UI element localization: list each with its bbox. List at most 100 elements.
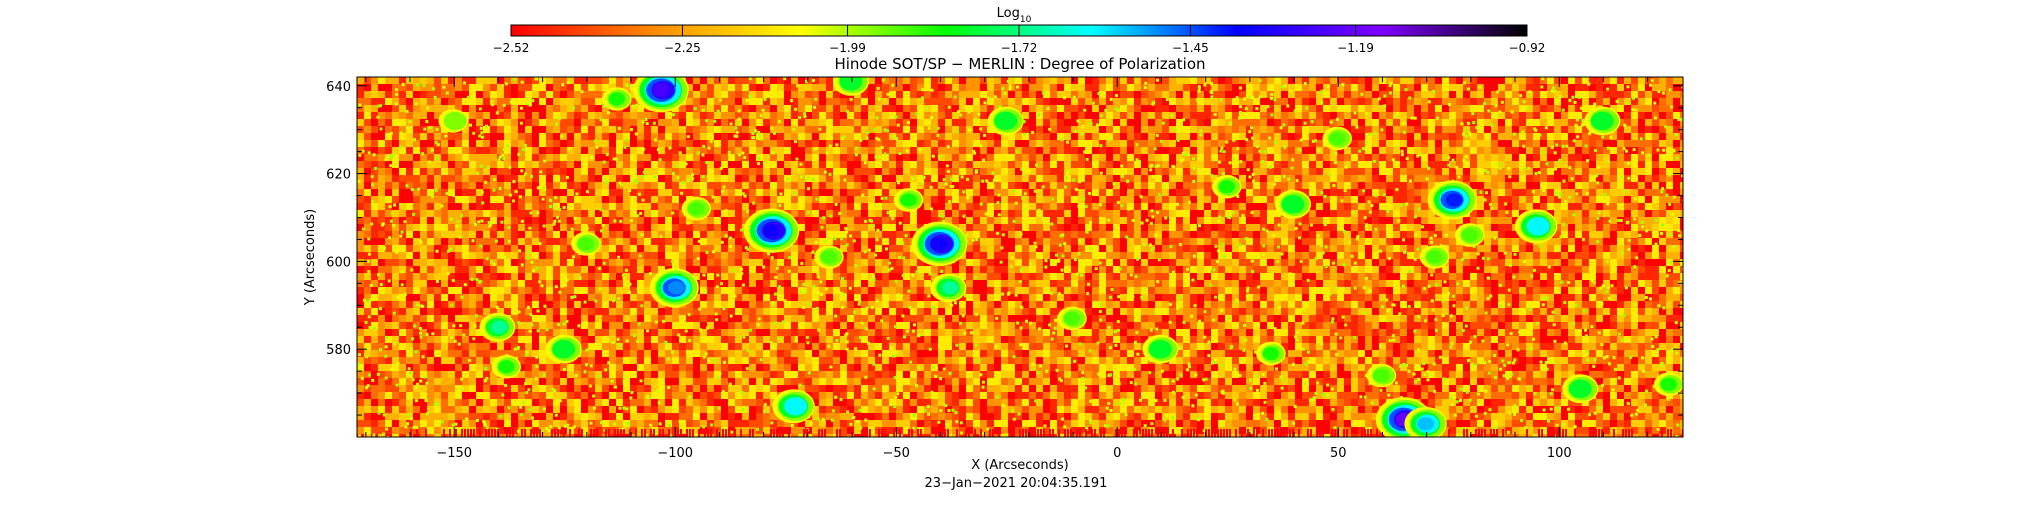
texture-cell bbox=[1673, 168, 1680, 175]
texture-cell bbox=[721, 210, 728, 217]
texture-cell bbox=[1442, 224, 1449, 231]
texture-cell bbox=[679, 105, 686, 112]
texture-cell bbox=[833, 91, 840, 98]
texture-cell bbox=[952, 133, 959, 140]
texture-cell bbox=[1617, 154, 1624, 161]
texture-cell bbox=[1610, 147, 1617, 154]
texture-cell bbox=[623, 168, 630, 175]
texture-cell bbox=[1323, 161, 1330, 168]
texture-cell bbox=[1127, 196, 1134, 203]
texture-cell bbox=[1113, 217, 1120, 224]
texture-cell bbox=[917, 161, 924, 168]
texture-cell bbox=[910, 161, 917, 168]
texture-cell bbox=[672, 203, 679, 210]
texture-cell bbox=[1330, 154, 1337, 161]
texture-cell bbox=[693, 175, 700, 182]
texture-cell bbox=[1505, 224, 1512, 231]
texture-cell bbox=[623, 210, 630, 217]
texture-cell bbox=[560, 91, 567, 98]
texture-cell bbox=[1449, 126, 1456, 133]
texture-cell bbox=[651, 245, 658, 252]
texture-cell bbox=[707, 147, 714, 154]
texture-cell bbox=[1295, 91, 1302, 98]
texture-cell bbox=[1372, 203, 1379, 210]
texture-cell bbox=[602, 168, 609, 175]
texture-cell bbox=[840, 182, 847, 189]
texture-cell bbox=[455, 84, 462, 91]
texture-cell bbox=[420, 189, 427, 196]
texture-cell bbox=[1099, 84, 1106, 91]
texture-cell bbox=[1617, 91, 1624, 98]
texture-cell bbox=[1113, 224, 1120, 231]
texture-cell bbox=[1323, 84, 1330, 91]
texture-cell bbox=[1666, 238, 1673, 245]
texture-cell bbox=[1561, 77, 1568, 84]
texture-cell bbox=[1078, 168, 1085, 175]
texture-cell bbox=[1015, 224, 1022, 231]
texture-cell bbox=[630, 112, 637, 119]
texture-cell bbox=[462, 224, 469, 231]
texture-cell bbox=[1379, 112, 1386, 119]
texture-cell bbox=[1211, 119, 1218, 126]
texture-cell bbox=[1624, 210, 1631, 217]
texture-cell bbox=[1141, 133, 1148, 140]
texture-cell bbox=[1414, 224, 1421, 231]
texture-cell bbox=[833, 238, 840, 245]
texture-cell bbox=[1582, 84, 1589, 91]
texture-cell bbox=[1372, 196, 1379, 203]
texture-cell bbox=[1337, 105, 1344, 112]
texture-cell bbox=[413, 259, 420, 266]
texture-cell bbox=[854, 238, 861, 245]
texture-cell bbox=[1218, 238, 1225, 245]
texture-cell bbox=[826, 147, 833, 154]
texture-cell bbox=[448, 168, 455, 175]
texture-cell bbox=[938, 217, 945, 224]
texture-cell bbox=[1267, 231, 1274, 238]
texture-cell bbox=[574, 147, 581, 154]
texture-cell bbox=[679, 231, 686, 238]
texture-cell bbox=[1603, 133, 1610, 140]
texture-cell bbox=[1337, 84, 1344, 91]
texture-cell bbox=[735, 126, 742, 133]
texture-cell bbox=[1281, 105, 1288, 112]
texture-cell bbox=[1085, 168, 1092, 175]
texture-cell bbox=[427, 210, 434, 217]
texture-cell bbox=[511, 91, 518, 98]
texture-cell bbox=[1218, 245, 1225, 252]
texture-cell bbox=[378, 161, 385, 168]
texture-cell bbox=[1589, 203, 1596, 210]
texture-cell bbox=[1666, 112, 1673, 119]
texture-cell bbox=[1589, 91, 1596, 98]
texture-cell bbox=[693, 126, 700, 133]
texture-cell bbox=[1638, 133, 1645, 140]
texture-cell bbox=[1113, 133, 1120, 140]
texture-cell bbox=[728, 210, 735, 217]
texture-cell bbox=[1659, 175, 1666, 182]
texture-cell bbox=[1365, 98, 1372, 105]
texture-cell bbox=[525, 84, 532, 91]
texture-cell bbox=[1400, 252, 1407, 259]
texture-cell bbox=[1232, 133, 1239, 140]
texture-cell bbox=[917, 126, 924, 133]
texture-cell bbox=[1337, 224, 1344, 231]
texture-cell bbox=[1274, 210, 1281, 217]
texture-cell bbox=[371, 224, 378, 231]
texture-cell bbox=[1575, 77, 1582, 84]
texture-cell bbox=[959, 168, 966, 175]
texture-cell bbox=[728, 140, 735, 147]
texture-cell bbox=[1197, 210, 1204, 217]
texture-cell bbox=[1442, 126, 1449, 133]
texture-cell bbox=[623, 238, 630, 245]
texture-cell bbox=[623, 77, 630, 84]
texture-cell bbox=[700, 168, 707, 175]
texture-cell bbox=[1120, 154, 1127, 161]
texture-cell bbox=[735, 91, 742, 98]
texture-cell bbox=[1330, 252, 1337, 259]
texture-cell bbox=[462, 84, 469, 91]
texture-cell bbox=[700, 147, 707, 154]
texture-cell bbox=[1064, 189, 1071, 196]
texture-cell bbox=[1232, 245, 1239, 252]
texture-cell bbox=[1099, 238, 1106, 245]
texture-cell bbox=[721, 196, 728, 203]
texture-cell bbox=[1547, 147, 1554, 154]
